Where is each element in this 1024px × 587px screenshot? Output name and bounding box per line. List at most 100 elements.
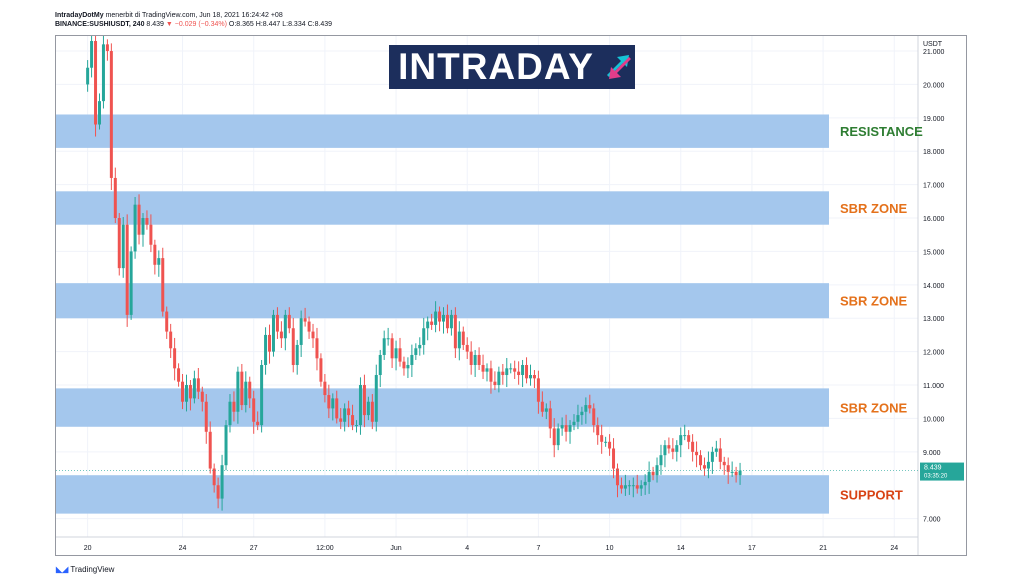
candle-body — [604, 441, 608, 443]
candle-body — [228, 401, 232, 426]
candle-body — [481, 364, 485, 372]
candle-body — [675, 445, 679, 452]
zone-label-sbr: SBR ZONE — [840, 201, 908, 216]
candle-body — [232, 401, 236, 412]
zone-band-sbr — [56, 283, 829, 319]
zone-band-resistance — [56, 114, 829, 148]
candle-body — [113, 177, 117, 219]
candle-body — [699, 455, 703, 466]
candle-body — [544, 408, 548, 412]
candle-body — [260, 364, 264, 426]
candle-body — [532, 375, 536, 379]
open-value: O:8.365 — [228, 21, 254, 28]
high-value: H:8.447 — [255, 21, 281, 28]
candle-body — [465, 344, 469, 352]
publisher-name: IntradayDotMy — [55, 12, 104, 19]
candle-body — [528, 375, 532, 379]
candle-body — [343, 408, 347, 422]
candle-body — [370, 401, 374, 422]
candle-body — [240, 371, 244, 406]
candle-body — [149, 224, 153, 245]
candle-body — [287, 314, 291, 329]
candle-body — [418, 344, 422, 349]
candle-body — [651, 471, 655, 476]
zone-label-support: SUPPORT — [840, 487, 903, 502]
y-tick-label: 14.000 — [923, 283, 945, 290]
candle-body — [204, 401, 208, 432]
candle-body — [188, 385, 192, 399]
x-tick-label: 20 — [84, 545, 92, 552]
candle-body — [497, 371, 501, 386]
candle-body — [572, 421, 576, 426]
candle-body — [552, 428, 556, 446]
y-tick-label: 11.000 — [923, 383, 944, 390]
candle-body — [279, 331, 283, 339]
candle-body — [173, 348, 177, 369]
candle-body — [315, 338, 319, 359]
candle-body — [623, 485, 627, 489]
candle-body — [683, 435, 687, 437]
candle-body — [477, 354, 481, 365]
countdown-label: 03:35:20 — [924, 474, 948, 480]
x-tick-label: 7 — [536, 545, 540, 552]
candle-body — [374, 375, 378, 422]
zone-label-sbr: SBR ZONE — [840, 294, 908, 309]
candle-body — [434, 311, 438, 325]
candle-body — [426, 321, 430, 329]
publish-info: menerbit di TradingView.com, Jun 18, 202… — [105, 12, 283, 19]
candle-body — [347, 408, 351, 416]
candlestick-chart[interactable]: RESISTANCE SBR ZONE SBR ZONE SBR ZONE SUPPOR… — [56, 36, 966, 555]
candle-body — [157, 258, 161, 265]
candle-body — [509, 368, 513, 370]
symbol-label: BINANCE:SUSHIUSDT, 240 — [55, 21, 145, 28]
candle-body — [355, 425, 359, 427]
candle-body — [311, 331, 315, 339]
candle-body — [271, 314, 275, 352]
candle-body — [339, 418, 343, 422]
candle-body — [687, 435, 691, 442]
candle-body — [505, 368, 509, 376]
candle-body — [608, 441, 612, 449]
candle-body — [469, 351, 473, 365]
close-value: C:8.439 — [307, 21, 333, 28]
candle-body — [335, 398, 339, 419]
candle-body — [556, 428, 560, 446]
candle-body — [275, 314, 279, 332]
zone-label-resistance: RESISTANCE — [840, 124, 923, 139]
low-value: L:8.334 — [282, 21, 306, 28]
y-tick-label: 7.000 — [923, 517, 941, 524]
candle-body — [394, 348, 398, 359]
candle-body — [196, 378, 200, 392]
intraday-logo: INTRADAY — [389, 45, 635, 89]
candle-body — [710, 451, 714, 462]
candle-body — [548, 408, 552, 429]
candle-body — [208, 431, 212, 469]
candle-body — [307, 321, 311, 332]
candle-body — [184, 385, 188, 402]
candle-body — [161, 258, 165, 312]
candle-body — [295, 344, 299, 365]
price-change: ▼ −0.029 (−0.34%) — [165, 21, 227, 28]
candle-body — [734, 471, 738, 476]
candle-body — [493, 381, 497, 386]
candle-body — [501, 371, 505, 376]
zone-band-sbr — [56, 191, 829, 225]
candle-body — [319, 358, 323, 382]
candle-body — [169, 331, 173, 349]
y-tick-label: 21.000 — [923, 49, 945, 56]
chart-header-symbol: BINANCE:SUSHIUSDT, 240 8.439 ▼ −0.029 (−… — [55, 21, 332, 28]
candle-body — [525, 364, 529, 379]
candle-body — [406, 364, 410, 369]
x-tick-label: 12:00 — [316, 545, 334, 552]
candle-body — [513, 368, 517, 372]
candle-body — [390, 338, 394, 359]
tradingview-logo-icon: ◣◢ — [56, 565, 69, 574]
candle-body — [671, 448, 675, 452]
candle-body — [422, 328, 426, 345]
candle-body — [722, 461, 726, 466]
candle-body — [726, 465, 730, 472]
candle-body — [283, 314, 287, 339]
logo-arrows-icon — [607, 55, 631, 79]
candle-body — [264, 334, 268, 365]
candle-body — [580, 411, 584, 416]
